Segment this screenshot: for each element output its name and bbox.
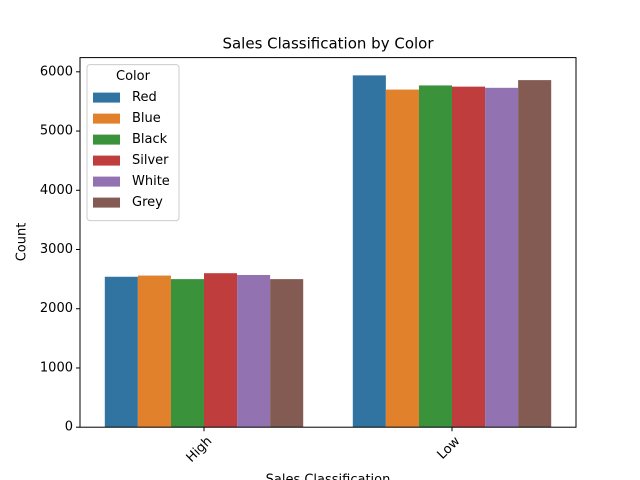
- y-tick-label: 5000: [40, 124, 73, 139]
- bar: [270, 279, 304, 428]
- bar: [385, 89, 419, 428]
- bar: [204, 273, 238, 428]
- legend-swatch: [93, 197, 120, 208]
- legend-swatch: [93, 134, 120, 145]
- bar: [418, 85, 452, 428]
- y-tick-label: 4000: [40, 183, 73, 198]
- chart-title: Sales Classification by Color: [222, 35, 434, 53]
- legend-label: Silver: [132, 153, 169, 168]
- legend-label: Red: [132, 90, 157, 105]
- legend-swatch: [93, 155, 120, 166]
- legend-title: Color: [116, 69, 151, 84]
- legend-label: White: [132, 174, 170, 189]
- x-tick-label: Low: [435, 434, 464, 463]
- bar: [237, 274, 271, 428]
- legend-label: Blue: [132, 111, 161, 126]
- bar: [170, 279, 204, 428]
- legend-label: Black: [132, 132, 168, 147]
- bar: [518, 80, 552, 428]
- y-axis-label: Count: [15, 223, 30, 262]
- y-tick-label: 2000: [40, 301, 73, 316]
- y-tick-label: 6000: [40, 64, 73, 79]
- y-tick-label: 1000: [40, 360, 73, 375]
- bar: [352, 75, 386, 428]
- bar: [137, 275, 171, 428]
- y-tick-label: 0: [65, 420, 73, 435]
- legend-swatch: [93, 92, 120, 103]
- bar: [104, 276, 138, 428]
- legend-swatch: [93, 113, 120, 124]
- x-axis-label: Sales Classification: [266, 473, 391, 480]
- y-tick-label: 3000: [40, 242, 73, 257]
- bar: [452, 86, 486, 428]
- x-tick-label: High: [184, 434, 216, 466]
- bar: [485, 87, 519, 428]
- legend-label: Grey: [132, 195, 163, 210]
- plot-frame: [79, 57, 577, 428]
- legend-swatch: [93, 176, 120, 187]
